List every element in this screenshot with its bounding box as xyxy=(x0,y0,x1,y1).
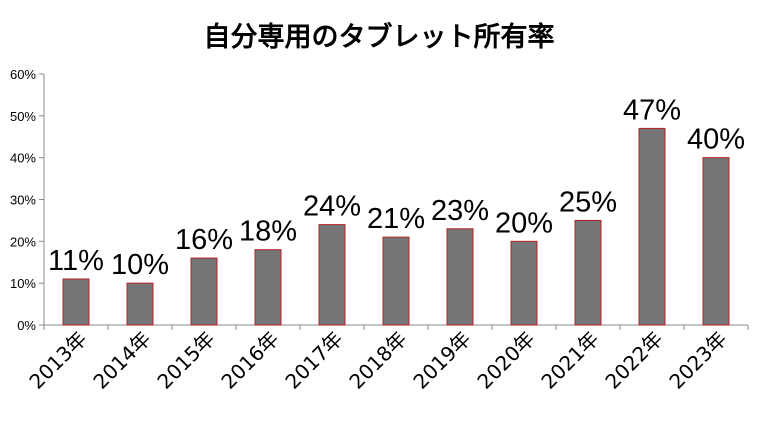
x-tick-label: 2014年 xyxy=(88,327,155,394)
data-label: 20% xyxy=(495,207,553,239)
data-label: 21% xyxy=(367,203,425,235)
bar xyxy=(510,240,538,326)
x-tick-label: 2021年 xyxy=(536,327,603,394)
bar xyxy=(126,282,154,326)
bar xyxy=(254,249,282,326)
bar xyxy=(382,236,410,326)
data-label: 11% xyxy=(48,245,104,277)
x-tick-label: 2020年 xyxy=(472,327,539,394)
y-axis-ticks: 0% 10% 20% 30% 40% 50% 60% xyxy=(10,67,44,333)
y-tick-label: 0% xyxy=(17,318,36,333)
data-labels: 11% 10%16% 18%24% 21% 23% 20%25% 47%40% xyxy=(48,94,745,281)
data-label: 25% xyxy=(559,186,617,218)
bar xyxy=(446,228,474,326)
bars xyxy=(62,127,730,326)
bar xyxy=(702,157,730,326)
x-tick-label: 2015年 xyxy=(152,327,219,394)
y-tick-label: 10% xyxy=(10,276,36,291)
data-label: 24% xyxy=(303,191,361,223)
y-tick-label: 20% xyxy=(10,234,36,249)
bar xyxy=(638,127,666,326)
y-tick-label: 40% xyxy=(10,151,36,166)
bar xyxy=(318,224,346,326)
data-label: 47% xyxy=(623,94,681,126)
data-label: 40% xyxy=(687,124,745,156)
x-tick-label: 2023年 xyxy=(664,327,731,394)
x-tick-label: 2022年 xyxy=(600,327,667,394)
y-tick-label: 60% xyxy=(10,67,36,82)
y-tick-label: 30% xyxy=(10,193,36,208)
x-tick-label: 2017年 xyxy=(280,327,347,394)
y-tick-label: 50% xyxy=(10,109,36,124)
x-tick-label: 2019年 xyxy=(408,327,475,394)
bar xyxy=(574,219,602,326)
x-tick-label: 2016年 xyxy=(216,327,283,394)
data-label: 23% xyxy=(431,195,489,227)
data-label: 18% xyxy=(239,216,297,248)
bar xyxy=(190,257,218,326)
data-label: 16% xyxy=(175,224,233,256)
x-axis-ticks: 2013年2014年2015年2016年2017年2018年2019年2020年… xyxy=(24,325,749,394)
chart-title: 自分専用のタブレット所有率 xyxy=(204,21,555,53)
data-label: 10% xyxy=(111,249,169,281)
x-tick-label: 2018年 xyxy=(344,327,411,394)
bar xyxy=(62,278,90,326)
x-tick-label: 2013年 xyxy=(24,327,91,394)
